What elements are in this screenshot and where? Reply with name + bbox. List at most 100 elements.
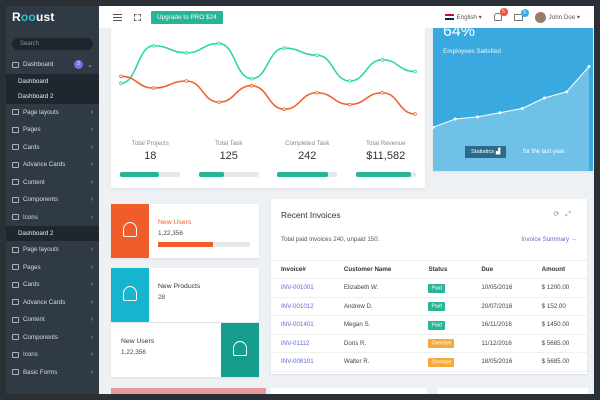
chevron-icon: ›: [90, 333, 93, 341]
table-row[interactable]: INV-001401 Megan S. Paid 16/11/2016 $ 1450.0…: [271, 315, 587, 335]
data-point: [119, 74, 123, 79]
refresh-icon[interactable]: ⟳: [553, 211, 566, 218]
sidebar-item[interactable]: Components ›: [6, 329, 99, 347]
sidebar-item[interactable]: Basic Forms ›: [6, 364, 99, 382]
sidebar-item-label: Page layouts: [23, 108, 59, 116]
mini-card-title: New Users: [158, 219, 192, 226]
area-fill: [433, 66, 589, 171]
sidebar-item-label: Dashboard: [23, 61, 54, 69]
app-logo[interactable]: Rooust: [12, 10, 55, 24]
menu-item-icon: [12, 369, 19, 376]
mini-card-title: New Users: [121, 338, 155, 345]
data-point: [282, 107, 287, 111]
menu-item-icon: [12, 299, 19, 306]
statistics-button[interactable]: Statistics ▟: [465, 146, 507, 158]
user-icon: [233, 341, 247, 356]
stat-value: $11,582: [366, 150, 406, 162]
menu-toggle-icon[interactable]: [113, 13, 122, 21]
column-header[interactable]: Customer Name: [333, 260, 419, 279]
menu-item-icon: [12, 179, 19, 186]
column-header[interactable]: Due: [471, 260, 532, 279]
search-input[interactable]: Search: [12, 38, 93, 50]
fullscreen-icon[interactable]: [134, 13, 141, 21]
status-cell: Overdue: [418, 334, 472, 353]
column-header[interactable]: Invoice#: [271, 260, 334, 279]
user-menu[interactable]: John Doe ▾: [534, 11, 580, 23]
data-point: [315, 90, 319, 95]
sidebar-item[interactable]: Content ›: [6, 311, 99, 329]
mini-stat-card: New Users 1,22,356: [111, 323, 259, 377]
due-date: 18/05/2016: [471, 352, 532, 372]
data-point: [520, 107, 524, 110]
status-cell: Paid: [418, 315, 472, 335]
table-row[interactable]: INV-001012 Andrew D. Paid 20/07/2016 $ 152.0…: [271, 297, 587, 316]
upgrade-button[interactable]: Upgrade to PRO $24: [151, 10, 223, 24]
data-point: [380, 58, 385, 62]
mail-icon[interactable]: 5: [513, 8, 529, 21]
table-row[interactable]: INV-008101 Walter R. Overdue 18/05/2016 $ 56…: [271, 352, 587, 372]
invoice-id-link[interactable]: INV-001001: [271, 278, 334, 298]
table-row[interactable]: INV-01112 Doris R. Overdue 11/12/2016 $ 5685…: [271, 334, 587, 353]
invoice-id-link[interactable]: INV-008101: [271, 352, 334, 372]
invoice-id-link[interactable]: INV-01112: [271, 334, 334, 353]
sidebar-item-label: Dashboard: [18, 77, 49, 85]
amount: $ 1450.00: [531, 315, 587, 335]
menu-item-icon: [12, 196, 19, 203]
data-point: [433, 125, 435, 129]
sidebar-item[interactable]: Components ›: [6, 191, 99, 209]
language-selector[interactable]: English ▾: [444, 14, 482, 21]
menu-item-icon: [12, 316, 19, 323]
notification-bell-icon[interactable]: 5: [493, 8, 508, 21]
chevron-icon: ›: [90, 281, 93, 289]
sidebar-item-label: Content: [23, 316, 45, 324]
data-point: [184, 50, 189, 55]
customer-name: Megan S.: [333, 315, 419, 335]
customer-name: Andrew D.: [333, 297, 419, 316]
due-date: 16/11/2016: [471, 315, 532, 335]
sidebar-item[interactable]: Dashboard 2 ⌄: [6, 56, 99, 74]
column-header[interactable]: Amount: [531, 260, 587, 279]
stat-progress-bar: [355, 172, 416, 177]
sidebar-item-label: Content: [23, 178, 45, 186]
sidebar-item[interactable]: Page layouts ›: [6, 104, 99, 122]
sidebar-item[interactable]: Dashboard 2: [6, 226, 99, 241]
data-point: [587, 65, 591, 68]
column-header[interactable]: Status: [418, 260, 472, 279]
sidebar-item[interactable]: Content ›: [6, 174, 99, 192]
sidebar-item[interactable]: Icons ›: [6, 209, 99, 227]
sidebar-nav: Dashboard 2 ⌄ Dashboard Dashboard 2 Page layo…: [6, 56, 99, 381]
sidebar-item[interactable]: Page layouts ›: [6, 241, 99, 259]
invoice-id-link[interactable]: INV-001012: [271, 297, 334, 316]
amount: $ 5685.00: [531, 352, 587, 372]
card-tools: ⟳⤢: [554, 210, 577, 219]
sidebar-item[interactable]: Advance Cards ›: [6, 294, 99, 312]
invoice-summary-link[interactable]: Invoice Summary →: [521, 236, 577, 243]
due-date: 20/07/2016: [471, 297, 532, 316]
table-row[interactable]: INV-001001 Elizabeth W. Paid 10/05/2016 $ 12…: [271, 278, 587, 298]
sidebar-item[interactable]: Pages ›: [6, 121, 99, 139]
mail-count-badge: 5: [520, 8, 529, 17]
sidebar-item[interactable]: Pages ›: [6, 259, 99, 277]
amount: $ 5685.00: [531, 334, 587, 353]
sidebar-item[interactable]: Cards ›: [6, 139, 99, 157]
sidebar-item-label: Components: [23, 196, 59, 204]
sidebar-item[interactable]: Dashboard 2: [6, 88, 99, 104]
sidebar-item[interactable]: Cards ›: [6, 276, 99, 294]
customer-name: Doris R.: [333, 334, 419, 353]
status-badge: Paid: [428, 302, 445, 312]
data-point: [413, 69, 417, 74]
app-frame: Rooust Search Dashboard 2 ⌄ Dashboard Dashbo…: [6, 6, 594, 394]
sidebar-item[interactable]: Dashboard: [6, 73, 99, 89]
invoices-table: Invoice# Customer Name Status Due Amount INV…: [271, 260, 587, 372]
satisfaction-label: Employees Satisfied: [443, 48, 501, 55]
area-line: [433, 66, 590, 128]
sidebar-item[interactable]: Advance Cards ›: [6, 156, 99, 174]
amount: $ 1200.00: [531, 278, 587, 298]
invoice-id-link[interactable]: INV-001401: [271, 315, 334, 335]
expand-icon[interactable]: ⤢: [565, 211, 577, 218]
notification-count-badge: 5: [499, 8, 508, 16]
stat-item: Total Revenue $11,582: [347, 140, 426, 177]
sidebar-item[interactable]: Icons ›: [6, 346, 99, 364]
mini-card-value: 1,22,356: [158, 230, 183, 237]
due-date: 10/05/2016: [471, 278, 532, 298]
